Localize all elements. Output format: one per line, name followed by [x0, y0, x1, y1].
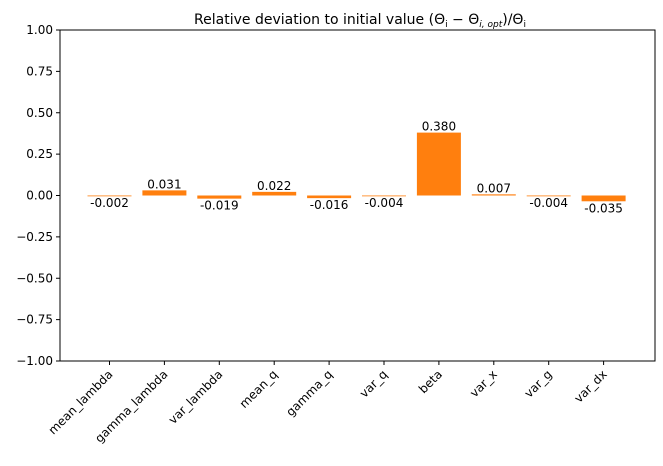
- data-label-var_x: 0.007: [477, 181, 511, 195]
- y-tick-label: 0.50: [26, 106, 53, 120]
- data-label-mean_q: 0.022: [257, 179, 291, 193]
- y-axis: −1.00 −0.75 −0.50 −0.25 0.00 0.25 0.50 0.75 1.00: [16, 23, 60, 368]
- data-label-var_g: -0.004: [529, 196, 568, 210]
- bar-beta: [416, 132, 461, 196]
- y-tick-label: −0.75: [16, 313, 53, 327]
- bar-var_g: [526, 195, 571, 197]
- x-tick-label-var_g: var_g: [522, 367, 555, 400]
- y-tick-label: 0.25: [26, 147, 53, 161]
- data-labels-layer: -0.002 0.031 -0.019 0.022 -0.016 -0.004 0.380 0…: [90, 120, 623, 216]
- chart-title: Relative deviation to initial value (Θi …: [194, 12, 526, 30]
- bar-var_x: [471, 194, 516, 196]
- y-tick-label: −0.50: [16, 271, 53, 285]
- x-tick-label-beta: beta: [416, 367, 445, 396]
- data-label-gamma_lambda: 0.031: [147, 177, 181, 191]
- bar-mean_q: [252, 191, 297, 196]
- y-tick-label: 1.00: [26, 23, 53, 37]
- x-tick-label-var_q: var_q: [357, 367, 390, 400]
- data-label-beta: 0.380: [422, 120, 456, 134]
- data-label-var_dx: -0.035: [584, 201, 623, 215]
- x-tick-label-gamma_q: gamma_q: [283, 367, 335, 419]
- y-tick-label: 0.00: [26, 189, 53, 203]
- data-label-var_q: -0.004: [365, 196, 404, 210]
- bar-gamma_lambda: [142, 190, 187, 196]
- bar-var_q: [362, 195, 406, 197]
- x-tick-label-mean_q: mean_q: [237, 367, 281, 411]
- y-tick-label: −1.00: [16, 354, 53, 368]
- bars-layer: [87, 132, 626, 202]
- plot-frame: [59, 29, 656, 362]
- bar-gamma_q: [307, 195, 352, 199]
- x-tick-label-var_lambda: var_lambda: [166, 367, 226, 427]
- data-label-mean_lambda: -0.002: [90, 196, 129, 210]
- x-tick-label-var_x: var_x: [467, 367, 500, 400]
- bar-var_dx: [581, 195, 626, 202]
- x-tick-label-var_dx: var_dx: [571, 367, 609, 405]
- data-label-gamma_q: -0.016: [310, 198, 349, 212]
- bar-var_lambda: [197, 195, 242, 199]
- y-tick-label: 0.75: [26, 64, 53, 78]
- bar-mean_lambda: [87, 195, 132, 197]
- y-tick-label: −0.25: [16, 230, 53, 244]
- data-label-var_lambda: -0.019: [200, 199, 239, 213]
